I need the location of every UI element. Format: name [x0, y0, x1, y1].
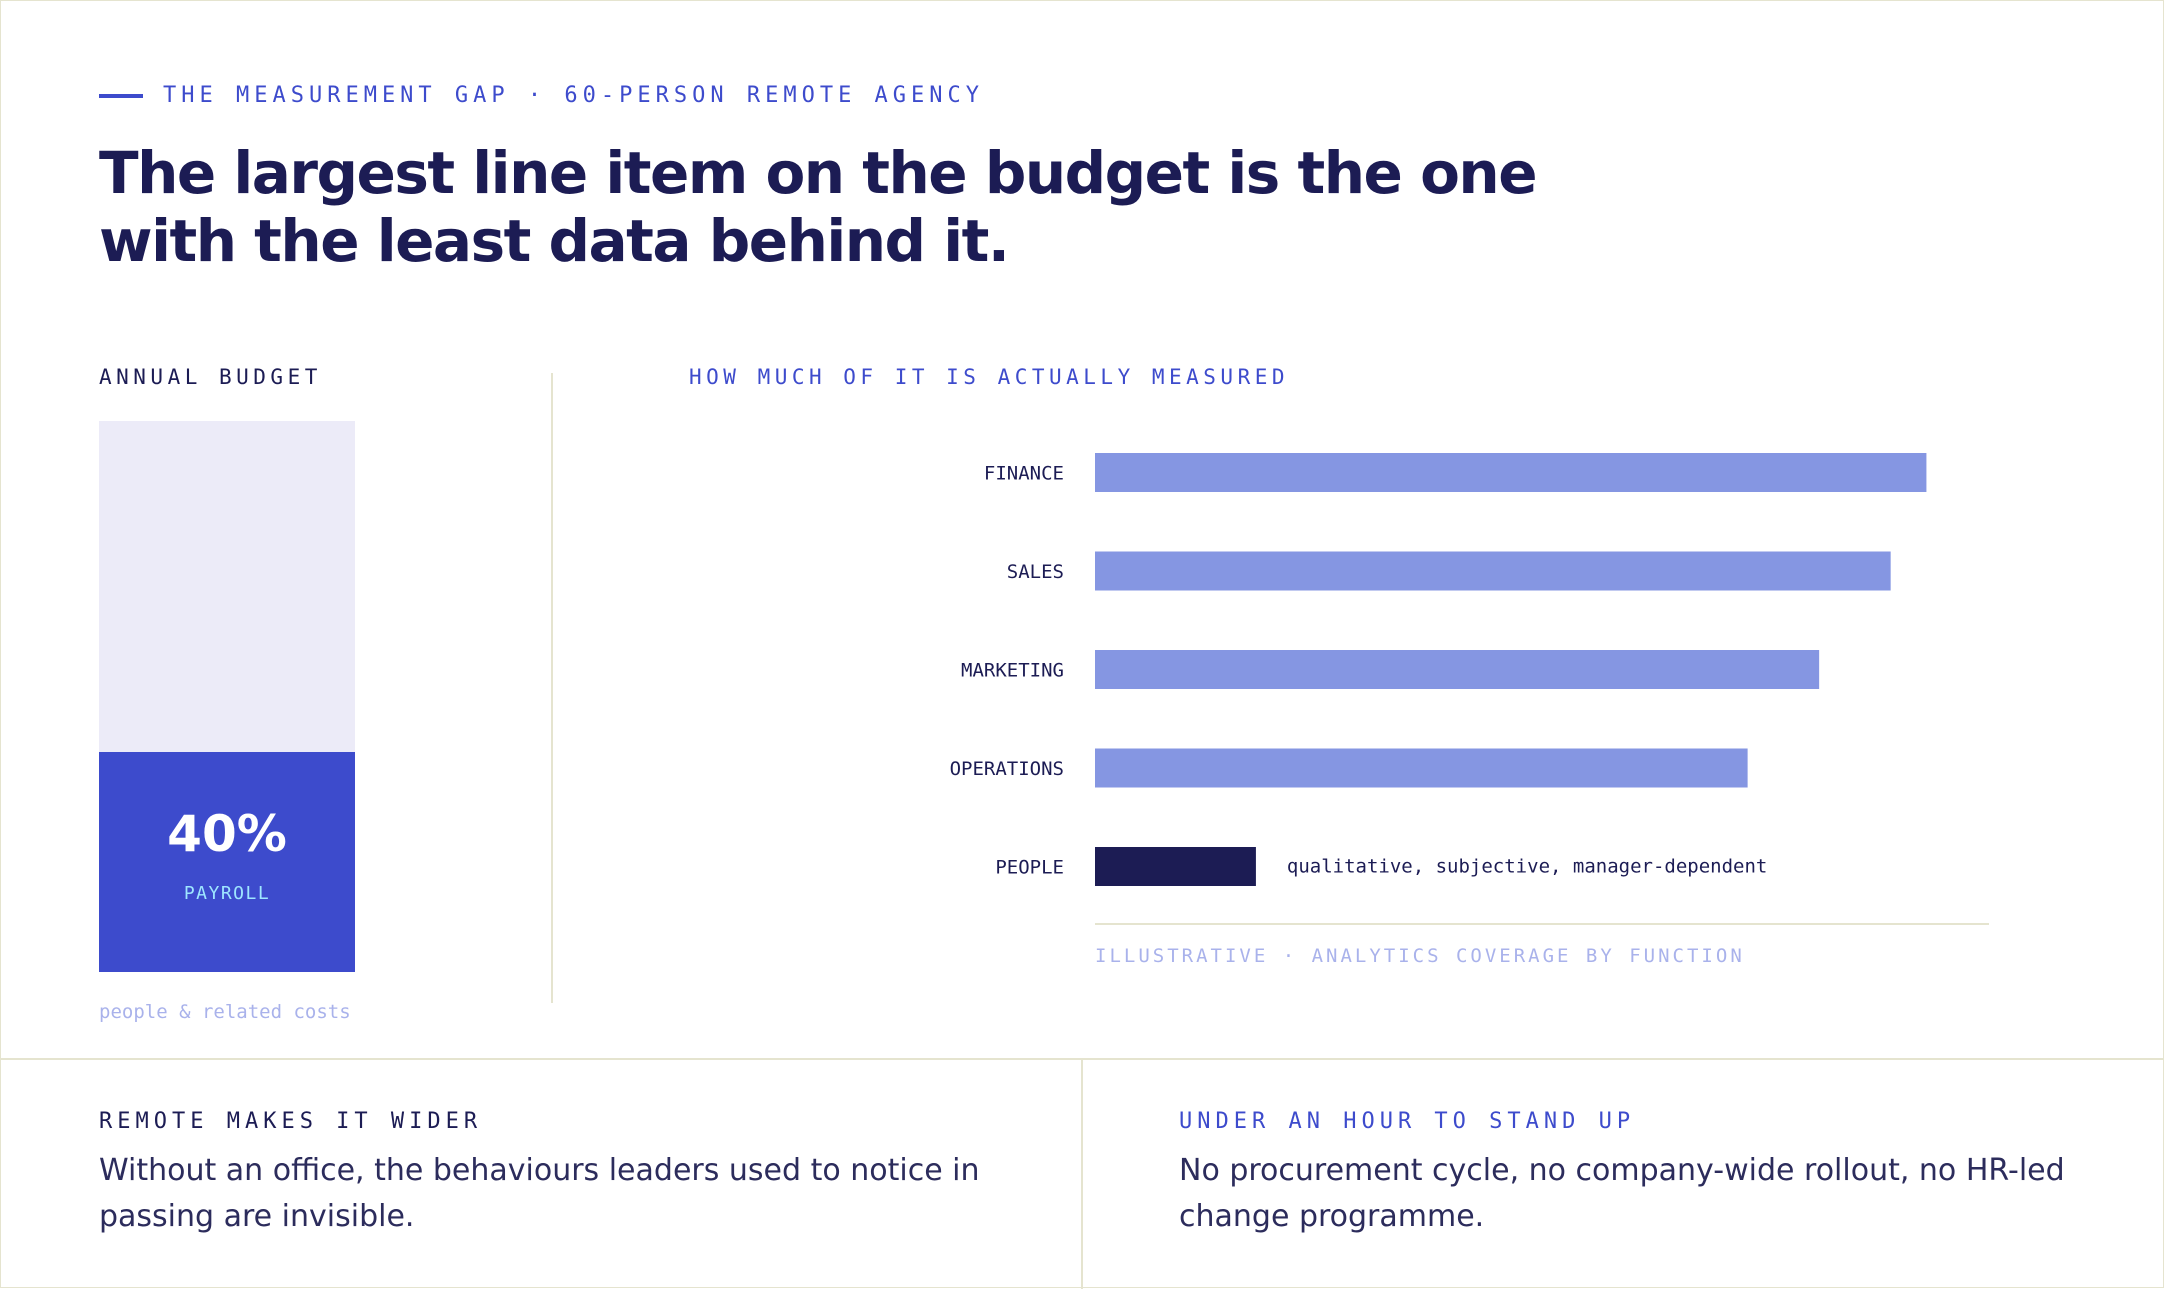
budget-column: 40% PAYROLL — [99, 421, 355, 972]
bar-operations — [1095, 748, 1748, 788]
category-label: FINANCE — [984, 463, 1064, 485]
payroll-fill — [99, 752, 355, 972]
category-label: MARKETING — [961, 660, 1064, 682]
section-divider — [551, 373, 553, 1003]
panel-title: REMOTE MAKES IT WIDER — [99, 1109, 483, 1134]
budget-note: people & related costs — [99, 1001, 351, 1023]
bar-finance — [1095, 453, 1927, 492]
payroll-percent: 40% — [167, 805, 287, 863]
panel-remote: REMOTE MAKES IT WIDER Without an office,… — [99, 1109, 999, 1240]
bar-annotation: qualitative, subjective, manager-depende… — [1287, 856, 1767, 878]
bar-marketing — [1095, 650, 1820, 689]
panel-body: No procurement cycle, no company-wide ro… — [1179, 1153, 2065, 1234]
bar-chart: FINANCE SALES MARKETING OPERATIONS PEOPLE qua… — [950, 453, 1927, 886]
category-label: OPERATIONS — [950, 758, 1064, 780]
chart-baseline — [1095, 923, 1989, 925]
category-label: PEOPLE — [995, 857, 1064, 879]
eyebrow-text: THE MEASUREMENT GAP · 60-PERSON REMOTE A… — [163, 83, 985, 108]
panel-body: Without an office, the behaviours leader… — [99, 1153, 980, 1234]
bar-people — [1095, 847, 1256, 886]
category-label: SALES — [1007, 561, 1064, 583]
bar-sales — [1095, 551, 1891, 591]
panel-title: UNDER AN HOUR TO STAND UP — [1179, 1109, 1636, 1134]
payroll-label: PAYROLL — [183, 883, 271, 904]
eyebrow-dash — [99, 93, 143, 98]
page-title: The largest line item on the budget is t… — [99, 139, 1538, 275]
budget-label: ANNUAL BUDGET — [99, 365, 322, 389]
horizontal-divider — [1, 1058, 2164, 1060]
chart-footnote: ILLUSTRATIVE · ANALYTICS COVERAGE BY FUN… — [1095, 945, 1745, 967]
panel-setup: UNDER AN HOUR TO STAND UP No procurement… — [1179, 1109, 2079, 1240]
panel-divider — [1081, 1060, 1083, 1289]
eyebrow: THE MEASUREMENT GAP · 60-PERSON REMOTE A… — [99, 83, 984, 108]
chart-title: HOW MUCH OF IT IS ACTUALLY MEASURED — [689, 365, 1290, 389]
